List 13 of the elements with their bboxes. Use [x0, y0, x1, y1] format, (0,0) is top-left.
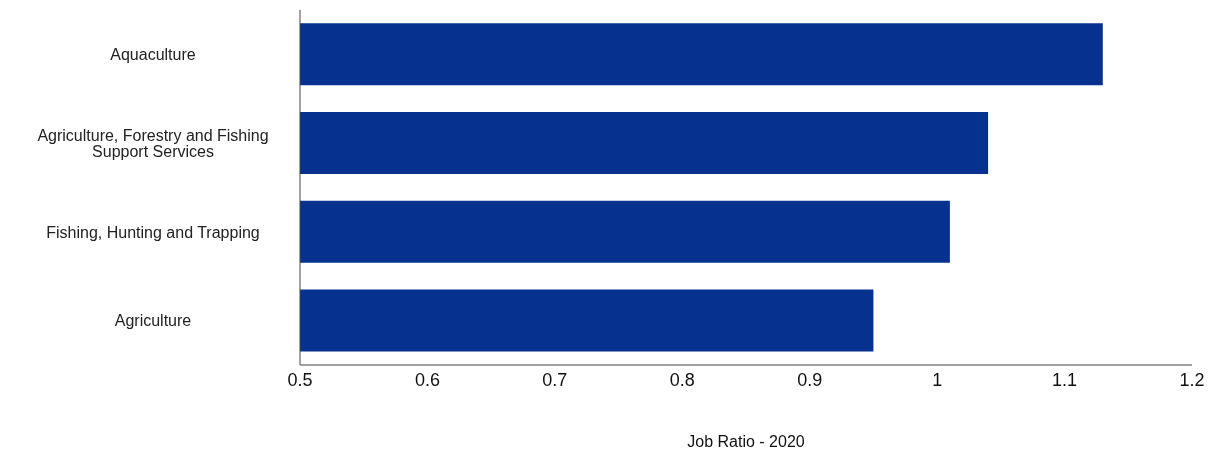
x-tick-label: 0.5	[287, 369, 313, 390]
x-tick-label: 0.9	[797, 369, 823, 390]
x-tick-label: 0.7	[542, 369, 568, 390]
y-tick-label: Aquaculture	[110, 46, 196, 64]
x-tick-label: 0.6	[414, 369, 440, 390]
y-tick-label: Agriculture	[114, 312, 192, 330]
x-tick-label: 1.1	[1052, 369, 1078, 390]
y-tick-label: Agriculture, Forestry and Fishing Support Services	[37, 126, 269, 160]
x-tick-label: 0.8	[669, 369, 695, 390]
x-tick-label: 1.2	[1179, 369, 1205, 390]
x-tick-label: 1	[932, 369, 943, 390]
y-tick-label: Fishing, Hunting and Trapping	[46, 223, 260, 241]
x-axis-title: Job Ratio - 2020	[687, 433, 805, 450]
